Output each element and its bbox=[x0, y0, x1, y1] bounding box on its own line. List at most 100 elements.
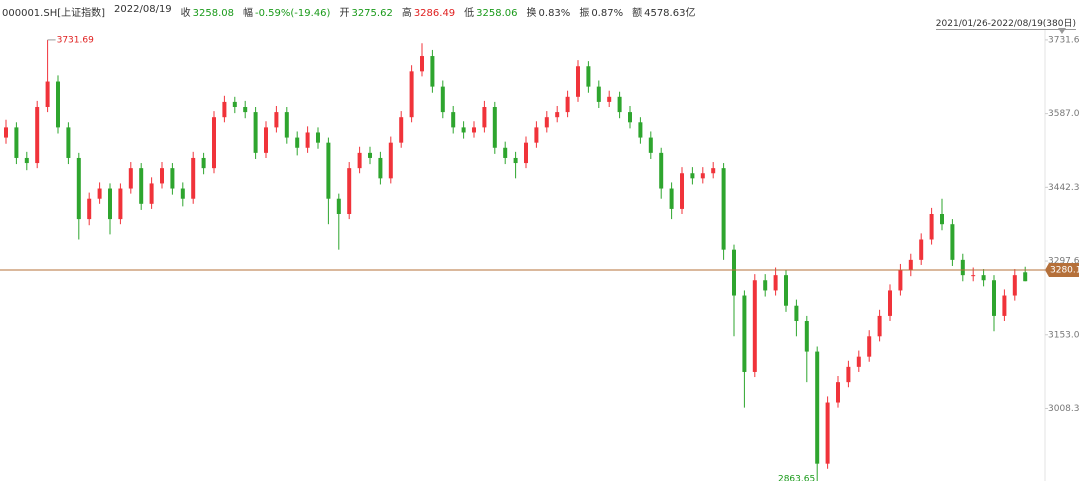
candle-body bbox=[513, 157, 518, 164]
candle-body bbox=[815, 351, 820, 464]
candle-body bbox=[24, 157, 29, 164]
quote-info: 000001.SH[上证指数] 2022/08/19 收 3258.08 幅 -0.5… bbox=[2, 4, 695, 19]
candle-body bbox=[628, 112, 632, 123]
candle-body bbox=[576, 66, 580, 97]
candle-body bbox=[680, 173, 684, 209]
candle-body bbox=[586, 66, 591, 87]
candle-body bbox=[160, 168, 164, 184]
candle-body bbox=[264, 127, 268, 153]
candle-body bbox=[752, 280, 757, 372]
quote-item: 开 3275.62 bbox=[339, 4, 392, 19]
candle-body bbox=[804, 321, 809, 352]
candle-body bbox=[45, 81, 50, 108]
candle-body bbox=[128, 168, 133, 189]
candle-body bbox=[503, 147, 508, 158]
quote-item: 幅 -0.59%(-19.46) bbox=[243, 4, 330, 19]
quote-item: 高 3286.49 bbox=[402, 4, 455, 19]
candle-body bbox=[711, 168, 716, 174]
candle-body bbox=[191, 157, 196, 199]
candle-body bbox=[14, 127, 19, 158]
quote-value: 3258.06 bbox=[476, 8, 518, 19]
candle-body bbox=[773, 275, 778, 291]
candle-body bbox=[981, 275, 986, 281]
candle-body bbox=[700, 173, 705, 179]
candle-body bbox=[440, 86, 445, 113]
candle-body bbox=[97, 188, 102, 199]
quote-item: 收 3258.08 bbox=[181, 4, 234, 19]
quote-item: 换 0.83% bbox=[527, 4, 571, 19]
quote-value: 4578.63亿 bbox=[644, 8, 696, 19]
quote-item: 额 4578.63亿 bbox=[632, 4, 695, 19]
candle-body bbox=[971, 275, 976, 277]
candle-body bbox=[607, 96, 612, 102]
y-tick-label: 3297.67 bbox=[1048, 257, 1080, 267]
candle-body bbox=[149, 183, 154, 204]
quote-label: 高 bbox=[401, 8, 412, 19]
candle-body bbox=[347, 168, 352, 215]
quote-item: 振 0.87% bbox=[579, 4, 623, 19]
candle-body bbox=[1023, 272, 1028, 282]
y-tick-label: 3008.32 bbox=[1048, 404, 1080, 414]
candle-body bbox=[139, 168, 144, 204]
y-tick-label: 3153.00 bbox=[1048, 330, 1080, 340]
quote-label: 开 bbox=[339, 8, 350, 19]
candle-body bbox=[399, 117, 404, 143]
candle-body bbox=[940, 214, 944, 225]
candle-body bbox=[867, 336, 872, 357]
candle-body bbox=[232, 101, 237, 108]
candle-body bbox=[305, 132, 310, 148]
candle-body bbox=[180, 188, 185, 199]
candle-body bbox=[35, 107, 40, 164]
candle-body bbox=[596, 86, 601, 102]
candle-body bbox=[648, 137, 653, 153]
candle-body bbox=[534, 127, 539, 143]
candle-body bbox=[721, 168, 726, 250]
quote-item: 低 3258.06 bbox=[464, 4, 517, 19]
candle-body bbox=[565, 96, 570, 113]
candle-body bbox=[960, 259, 965, 276]
y-tick-label: 3731.69 bbox=[1048, 35, 1080, 45]
quote-label: 换 bbox=[526, 8, 537, 19]
candle-body bbox=[284, 112, 289, 138]
candle-body bbox=[617, 96, 622, 113]
quote-value: 0.83% bbox=[538, 8, 571, 19]
candle-body bbox=[243, 107, 248, 113]
quote-label: 收 bbox=[180, 8, 191, 19]
symbol: 000001.SH[上证指数] bbox=[2, 8, 106, 19]
candle-body bbox=[388, 142, 393, 179]
candle-body bbox=[877, 315, 882, 337]
candle-body bbox=[888, 290, 892, 316]
candle-body bbox=[201, 157, 206, 169]
quote-label: 低 bbox=[464, 8, 475, 19]
quote-label: 振 bbox=[579, 8, 590, 19]
candle-body bbox=[461, 127, 466, 133]
candle-body bbox=[66, 127, 71, 158]
candle-body bbox=[253, 112, 258, 153]
candle-body bbox=[732, 249, 736, 296]
candle-body bbox=[919, 239, 924, 260]
candle-body bbox=[898, 270, 903, 291]
candle-body bbox=[690, 173, 695, 179]
range-label[interactable]: 2021/01/26-2022/08/19(380日) bbox=[935, 16, 1076, 30]
quote-value: 3258.08 bbox=[192, 8, 235, 19]
candle-body bbox=[482, 107, 487, 128]
candle-body bbox=[76, 157, 81, 220]
candle-body bbox=[336, 198, 341, 215]
candle-body bbox=[908, 259, 913, 271]
last-price-label: 3280.17 bbox=[1050, 265, 1080, 275]
candle-body bbox=[1002, 295, 1007, 316]
candle-body bbox=[357, 152, 362, 169]
candle-body bbox=[420, 56, 424, 72]
candle-body bbox=[472, 127, 476, 133]
date: 2022/08/19 bbox=[114, 4, 172, 15]
candle-body bbox=[4, 127, 8, 138]
quote-value: 0.87% bbox=[591, 8, 624, 19]
candle-body bbox=[316, 132, 320, 143]
candle-body bbox=[659, 152, 664, 189]
candle-body bbox=[555, 112, 560, 118]
candle-body bbox=[846, 366, 851, 383]
candle-body bbox=[544, 117, 549, 128]
min-label: 2863.65 bbox=[778, 475, 815, 481]
quote-value: 3275.62 bbox=[351, 8, 393, 19]
